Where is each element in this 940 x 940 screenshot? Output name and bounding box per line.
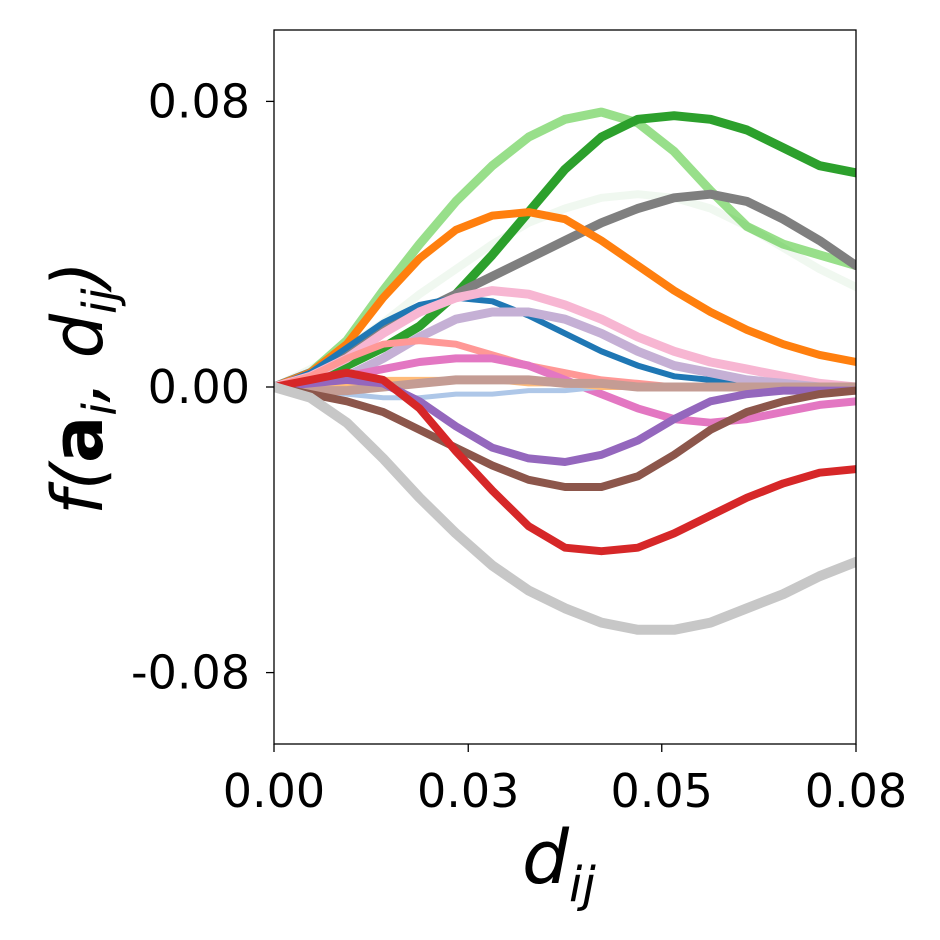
series-line-s-brown (274, 383, 856, 491)
x-tick-label: 0.03 (417, 764, 519, 818)
y-axis-title: f(ai, dij) (37, 261, 127, 515)
series-layer (274, 107, 856, 635)
svg-text:f(ai, dij): f(ai, dij) (37, 261, 127, 515)
x-tick-label: 0.08 (805, 764, 907, 818)
series-line-s-green (274, 111, 856, 392)
series-line-s-red (274, 368, 856, 556)
x-tick-label: 0.05 (611, 764, 713, 818)
ticks-layer: 0.00 0.03 0.05 0.08 0.08 0.00 -0.08 (131, 74, 907, 818)
series-line-s-purple (274, 375, 856, 466)
x-tick-label: 0.00 (223, 764, 325, 818)
y-tick-label: 0.00 (148, 360, 250, 414)
series-line-s-lavender (274, 307, 856, 392)
y-tick-label: 0.08 (148, 74, 250, 128)
y-tick-label: -0.08 (131, 646, 250, 700)
x-axis-title: dij (522, 815, 596, 913)
series-line-s-tan (274, 375, 856, 396)
series-line-s-orange (274, 208, 856, 391)
series-line-s-pink (274, 286, 856, 392)
series-line-s-lightgray (274, 382, 856, 635)
